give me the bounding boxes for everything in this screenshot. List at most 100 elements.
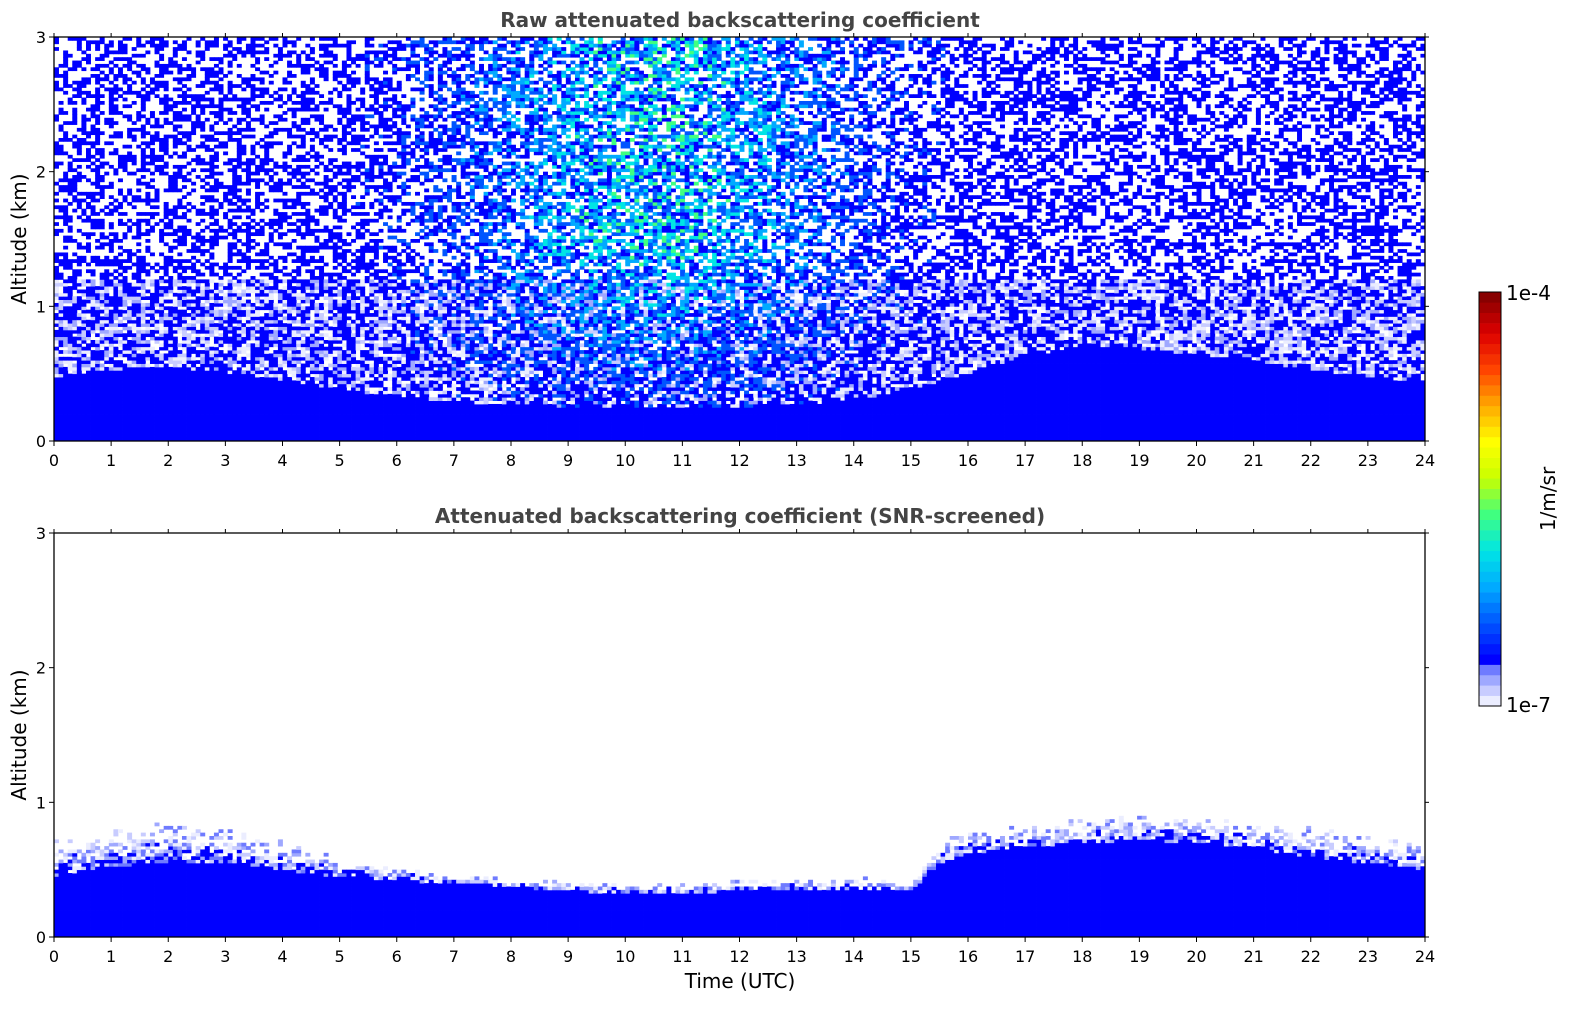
heatmap-cell [237,40,242,44]
heatmap-cell [310,350,315,354]
heatmap-cell [314,350,319,354]
heatmap-cell [123,279,128,283]
heatmap-cell [177,313,182,317]
heatmap-cell [150,212,155,216]
heatmap-cell [328,377,333,381]
heatmap-cell [187,300,192,304]
heatmap-cell [127,151,132,155]
heatmap-cell [241,279,246,283]
heatmap-cell [164,431,169,435]
heatmap-cell [104,313,109,317]
heatmap-cell [305,434,310,438]
heatmap-cell [319,370,324,374]
heatmap-cell [155,131,160,135]
heatmap-cell [113,323,118,327]
heatmap-cell [324,367,329,371]
heatmap-cell [136,71,141,75]
heatmap-cell [72,404,77,408]
heatmap-cell [68,367,73,371]
heatmap-cell [314,316,319,320]
heatmap-cell [150,370,155,374]
heatmap-cell [59,138,64,142]
heatmap-cell [59,367,64,371]
heatmap-cell [127,380,132,384]
heatmap-cell [54,397,59,401]
heatmap-cell [333,199,338,203]
heatmap-cell [141,128,146,132]
heatmap-cell [301,172,306,176]
heatmap-cell [159,394,164,398]
heatmap-cell [127,428,132,432]
heatmap-cell [314,384,319,388]
heatmap-cell [168,71,173,75]
heatmap-cell [95,114,100,118]
heatmap-cell [269,185,274,189]
heatmap-cell [150,347,155,351]
heatmap-cell [63,300,68,304]
heatmap-cell [278,421,283,425]
heatmap-cell [269,337,274,341]
heatmap-cell [63,57,68,61]
heatmap-cell [95,91,100,95]
heatmap-cell [196,101,201,105]
heatmap-cell [113,333,118,337]
heatmap-cell [328,54,333,58]
heatmap-cell [264,377,269,381]
heatmap-cell [287,293,292,297]
heatmap-cell [173,347,178,351]
heatmap-cell [100,293,105,297]
heatmap-cell [273,306,278,310]
heatmap-cell [228,296,233,300]
heatmap-cell [205,360,210,364]
heatmap-cell [310,330,315,334]
heatmap-cell [228,411,233,415]
heatmap-cell [63,323,68,327]
heatmap-cell [136,421,141,425]
heatmap-cell [319,269,324,273]
heatmap-cell [260,431,265,435]
heatmap-cell [150,293,155,297]
heatmap-cell [177,81,182,85]
heatmap-cell [305,310,310,314]
heatmap-cell [63,377,68,381]
heatmap-cell [118,290,123,294]
heatmap-cell [324,357,329,361]
heatmap-cell [86,370,91,374]
heatmap-cell [283,259,288,263]
heatmap-cell [173,232,178,236]
heatmap-cell [63,367,68,371]
heatmap-cell [324,428,329,432]
heatmap-cell [251,394,256,398]
heatmap-cell [296,266,301,270]
heatmap-cell [219,394,224,398]
heatmap-cell [200,350,205,354]
heatmap-cell [319,286,324,290]
heatmap-cell [264,205,269,209]
heatmap-cell [232,296,237,300]
heatmap-cell [296,370,301,374]
heatmap-cell [269,306,274,310]
heatmap-cell [273,360,278,364]
heatmap-cell [100,273,105,277]
heatmap-cell [251,407,256,411]
heatmap-cell [191,401,196,405]
heatmap-cell [200,303,205,307]
heatmap-cell [219,397,224,401]
heatmap-cell [100,374,105,378]
heatmap-cell [328,91,333,95]
heatmap-cell [200,394,205,398]
heatmap-cell [145,118,150,122]
heatmap-cell [136,91,141,95]
heatmap-cell [68,236,73,240]
heatmap-cell [155,340,160,344]
heatmap-cell [132,310,137,314]
heatmap-cell [191,74,196,78]
heatmap-cell [136,370,141,374]
heatmap-cell [232,333,237,337]
heatmap-cell [296,279,301,283]
heatmap-cell [109,387,114,391]
heatmap-cell [127,145,132,149]
heatmap-cell [209,296,214,300]
heatmap-cell [200,236,205,240]
heatmap-cell [324,384,329,388]
